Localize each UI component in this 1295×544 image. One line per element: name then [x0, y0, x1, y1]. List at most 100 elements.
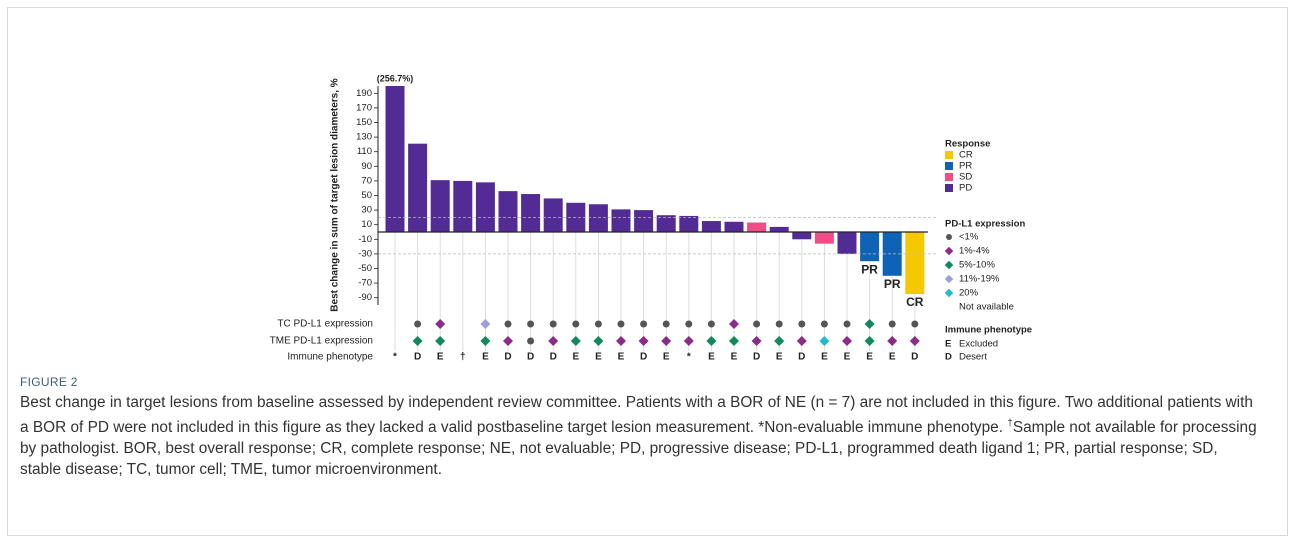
- pdl1-marker: [638, 336, 649, 346]
- bar: [701, 221, 721, 232]
- bar: [453, 180, 473, 232]
- y-tick-label: 170: [356, 102, 372, 113]
- pdl1-marker: [527, 320, 535, 328]
- bar: [882, 232, 902, 276]
- pdl1-marker: [685, 320, 693, 328]
- y-tick-label: -70: [358, 278, 372, 289]
- y-tick-label: 70: [361, 175, 372, 186]
- phenotype-label: E: [618, 352, 625, 363]
- bar: [747, 222, 767, 232]
- pdl1-marker: [706, 336, 717, 346]
- pdl1-marker: [527, 337, 535, 345]
- legend-label: 20%: [959, 288, 979, 299]
- pdl1-marker: [414, 320, 422, 328]
- bar: [656, 215, 676, 232]
- y-tick-label: 190: [356, 88, 372, 99]
- pdl1-marker: [412, 336, 423, 346]
- pdl1-marker: [640, 320, 648, 328]
- pdl1-marker: [798, 320, 806, 328]
- phenotype-label: D: [527, 352, 534, 363]
- legend-title: Immune phenotype: [945, 325, 1032, 336]
- bar: [724, 221, 744, 232]
- caption-dagger: †: [1007, 418, 1013, 429]
- bar: [611, 209, 631, 232]
- caption-text: Best change in target lesions from basel…: [20, 394, 1253, 437]
- phenotype-label: E: [482, 352, 489, 363]
- pdl1-marker: [775, 320, 783, 328]
- phenotype-label: D: [550, 352, 557, 363]
- bar-label: PR: [861, 262, 878, 276]
- pdl1-marker: [504, 320, 512, 328]
- phenotype-label: D: [798, 352, 805, 363]
- bar: [408, 143, 428, 232]
- pdl1-marker: [480, 336, 491, 346]
- pdl1-marker: [864, 319, 875, 329]
- y-tick-label: 10: [361, 219, 372, 230]
- bar-label: PR: [884, 277, 901, 291]
- legend-label: <1%: [959, 232, 979, 243]
- legend-label: Not available: [959, 302, 1014, 313]
- phenotype-label: E: [844, 352, 851, 363]
- pdl1-marker: [435, 336, 446, 346]
- bar-label: CR: [906, 295, 924, 309]
- bar: [430, 180, 450, 232]
- bar: [792, 232, 812, 240]
- pdl1-marker: [662, 320, 670, 328]
- legend-title: Response: [945, 139, 990, 150]
- pdl1-marker: [617, 320, 625, 328]
- pdl1-marker: [796, 336, 807, 346]
- legend-code: D: [945, 352, 952, 363]
- pdl1-marker: [549, 320, 557, 328]
- row-label: TC PD-L1 expression: [277, 319, 373, 330]
- legend-label: 5%-10%: [959, 260, 995, 271]
- pdl1-marker: [503, 336, 513, 346]
- phenotype-label: D: [414, 352, 421, 363]
- pdl1-marker: [594, 320, 602, 328]
- pdl1-marker: [572, 320, 580, 328]
- phenotype-label: D: [504, 352, 511, 363]
- bar: [634, 210, 654, 232]
- caption: Best change in target lesions from basel…: [20, 392, 1260, 480]
- pdl1-marker: [888, 320, 896, 328]
- bar: [860, 232, 880, 262]
- pdl1-marker: [843, 320, 851, 328]
- y-tick-label: 110: [357, 146, 372, 157]
- pdl1-marker: [616, 336, 626, 346]
- phenotype-label: E: [572, 352, 579, 363]
- y-tick-label: 30: [361, 205, 372, 216]
- legend-swatch: [945, 162, 953, 170]
- y-tick-label: -30: [358, 248, 372, 259]
- bar: [385, 86, 405, 232]
- phenotype-label: E: [663, 352, 670, 363]
- y-tick-label: 150: [356, 117, 372, 128]
- bar: [679, 215, 699, 232]
- legend-code: E: [945, 339, 951, 350]
- pdl1-marker: [909, 336, 920, 346]
- pdl1-marker: [751, 336, 762, 346]
- pdl1-marker: [819, 336, 830, 346]
- y-tick-label: 130: [356, 132, 372, 143]
- pdl1-marker: [570, 336, 581, 346]
- pdl1-marker: [911, 320, 919, 328]
- phenotype-label: E: [437, 352, 444, 363]
- legend-marker: [946, 234, 952, 240]
- phenotype-label: E: [595, 352, 602, 363]
- bar: [814, 232, 834, 244]
- y-tick-label: -10: [358, 234, 372, 245]
- row-label: Immune phenotype: [287, 352, 373, 363]
- legend-label: Excluded: [959, 339, 998, 350]
- y-tick-label: 90: [361, 161, 372, 172]
- legend-swatch: [945, 151, 953, 159]
- legend-label: Desert: [959, 352, 987, 363]
- phenotype-label: D: [911, 352, 918, 363]
- phenotype-label: E: [776, 352, 783, 363]
- pdl1-marker: [842, 336, 852, 346]
- legend-label: PD: [959, 183, 972, 194]
- pdl1-marker: [435, 319, 446, 329]
- legend-label: 11%-19%: [959, 274, 1000, 285]
- row-label: TME PD-L1 expression: [270, 336, 373, 347]
- pdl1-marker: [820, 320, 828, 328]
- figure-label: FIGURE 2: [20, 375, 78, 389]
- caption-text: Sample not available for processing by p…: [20, 419, 1257, 479]
- pdl1-marker: [707, 320, 715, 328]
